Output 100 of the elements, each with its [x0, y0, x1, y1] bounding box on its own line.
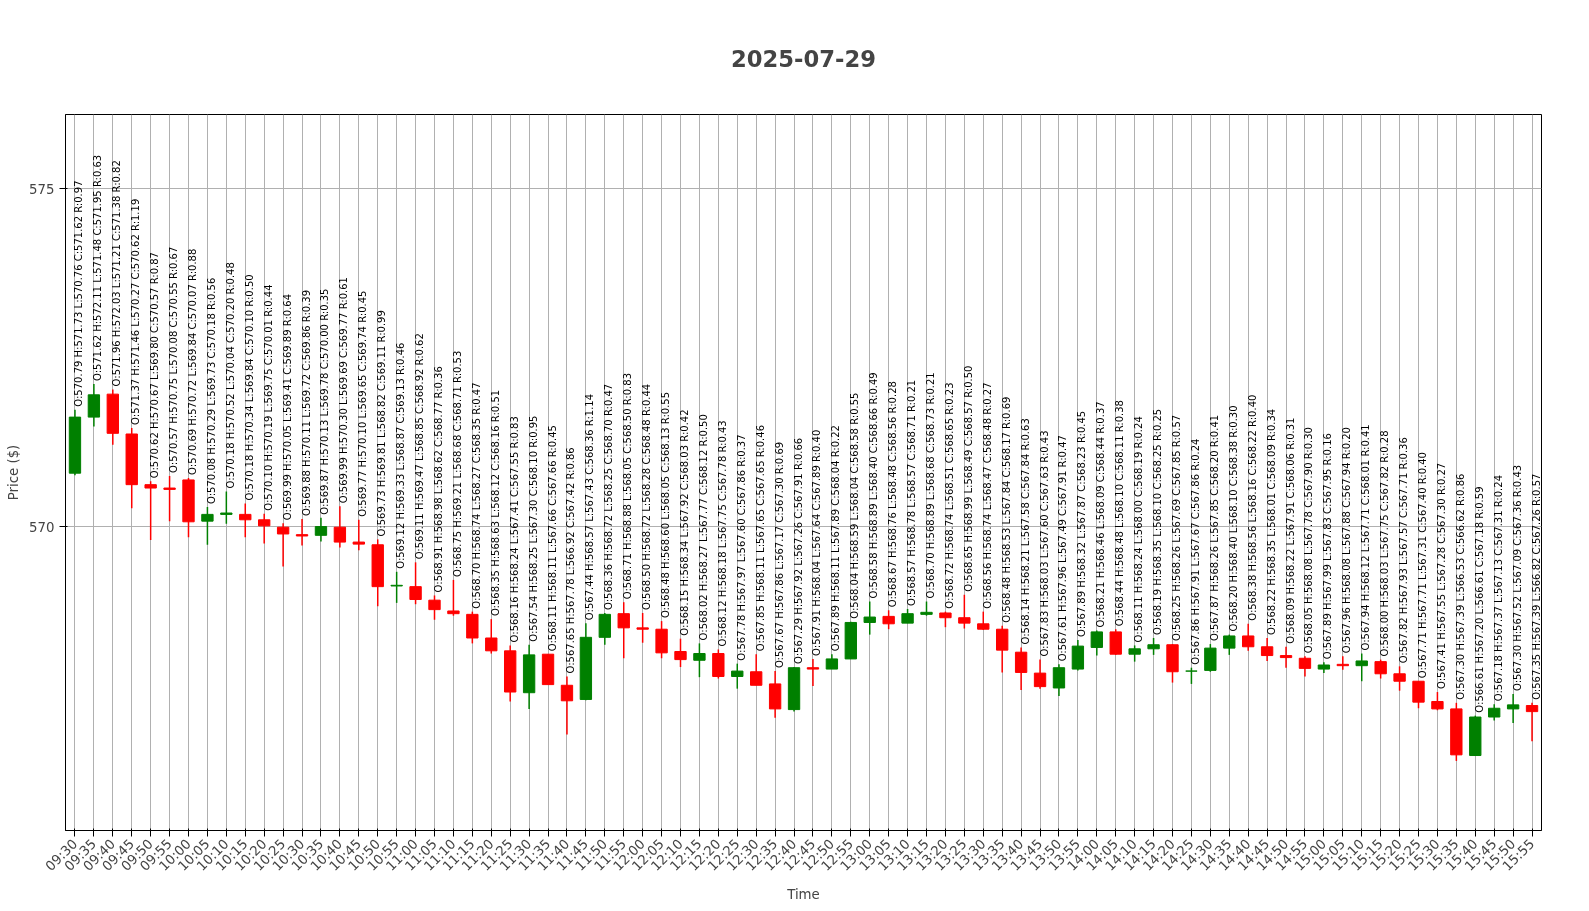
candlestick — [1052, 663, 1066, 697]
candlestick — [276, 522, 290, 568]
text: O:568.12 H:568.18 L:567.75 C:567.78 R:0.43 — [716, 420, 728, 647]
text: O:570.18 H:570.52 L:570.04 C:570.20 R:0.48 — [224, 262, 236, 489]
candlestick — [1242, 623, 1255, 652]
text: O:568.57 H:568.78 L:568.57 C:568.71 R:0.21 — [906, 379, 918, 606]
candlestick — [295, 518, 309, 547]
text: O:569.11 H:569.47 L:568.85 C:568.92 R:0.62 — [414, 333, 426, 560]
text: O:568.00 H:568.03 L:567.75 C:567.82 R:0.28 — [1379, 430, 1391, 657]
text: O:570.69 H:570.72 L:569.84 C:570.07 R:0.88 — [187, 248, 198, 475]
candlestick — [655, 620, 668, 659]
text: O:568.21 H:568.46 L:568.09 C:568.44 R:0.37 — [1095, 401, 1107, 628]
candlestick — [1109, 628, 1122, 656]
text: O:568.22 H:568.35 L:568.01 C:568.09 R:0.34 — [1265, 408, 1277, 635]
candlestick — [977, 610, 990, 631]
x-axis-title: Time — [786, 887, 820, 903]
text: O:568.19 H:568.35 L:568.10 C:568.25 R:0.25 — [1152, 408, 1164, 635]
text: O:571.37 H:571.46 L:570.27 C:570.62 R:1.19 — [130, 198, 142, 425]
text: O:568.35 H:568.63 L:568.12 C:568.16 R:0.51 — [489, 389, 501, 617]
candlestick — [598, 612, 611, 646]
text: O:568.48 H:568.60 L:568.05 C:568.13 R:0.55 — [660, 391, 672, 619]
text: O:570.79 H:571.73 L:570.76 C:571.62 R:0.97 — [73, 180, 85, 407]
text: O:567.86 H:567.91 L:567.67 C:567.86 R:0.24 — [1189, 438, 1201, 665]
text: O:567.44 H:568.57 L:567.43 C:568.36 R:1.14 — [584, 393, 596, 621]
text: O:568.20 H:568.40 L:568.10 C:568.38 R:0.30 — [1227, 405, 1239, 632]
candlestick — [1260, 637, 1274, 662]
text: O:568.58 H:568.89 L:568.40 C:568.66 R:0.49 — [868, 372, 880, 599]
text: O:567.67 H:567.86 L:567.17 C:567.30 R:0.69 — [773, 441, 785, 669]
text: O:570.62 H:570.67 L:569.80 C:570.57 R:0.87 — [149, 252, 161, 479]
y-tick-label: 570 — [29, 519, 55, 535]
y-tick-label: 575 — [29, 181, 55, 197]
text: O:568.38 H:568.56 L:568.16 C:568.22 R:0.40 — [1246, 394, 1258, 621]
candlestick — [163, 475, 176, 522]
candlestick — [87, 383, 101, 428]
text: O:567.71 H:567.71 L:567.31 C:567.40 R:0.40 — [1417, 452, 1428, 679]
text: O:568.70 H:568.74 L:568.27 C:568.35 R:0.47 — [470, 382, 482, 609]
text: O:568.67 H:568.76 L:568.48 C:568.56 R:0.28 — [887, 381, 899, 608]
text: O:568.02 H:568.27 L:567.77 C:568.12 R:0.50 — [697, 414, 709, 641]
candlestick — [1014, 646, 1028, 691]
candlestick — [466, 610, 479, 645]
candlestick — [882, 609, 895, 630]
text: O:568.15 H:568.34 L:567.92 C:568.03 R:0.42 — [679, 409, 690, 636]
text: O:567.18 H:567.37 L:567.13 C:567.31 R:0.24 — [1492, 474, 1504, 702]
candlestick — [1355, 652, 1368, 682]
text: O:567.83 H:568.03 L:567.60 C:567.63 R:0.43 — [1038, 430, 1050, 657]
text: O:569.73 H:569.81 L:568.82 C:569.11 R:0.99 — [376, 310, 388, 537]
text: O:569.99 H:570.30 L:569.69 C:569.77 R:0.61 — [338, 277, 350, 504]
text: O:567.85 H:568.11 L:567.65 C:567.65 R:0.46 — [754, 425, 766, 652]
text: O:568.75 H:569.21 L:568.68 C:568.71 R:0.53 — [451, 350, 463, 577]
text: O:570.57 H:570.75 L:570.08 C:570.55 R:0.67 — [168, 246, 180, 473]
text: O:567.91 H:568.04 L:567.64 C:567.89 R:0.40 — [811, 429, 823, 656]
text: O:571.62 H:572.11 L:571.48 C:571.95 R:0.63 — [92, 154, 104, 382]
text: O:568.11 H:568.24 L:568.00 C:568.19 R:0.24 — [1133, 416, 1145, 643]
candlestick — [1279, 646, 1293, 669]
text: O:567.89 H:567.99 L:567.83 C:567.95 R:0.16 — [1322, 433, 1334, 660]
text: O:568.16 H:568.24 L:567.41 C:567.55 R:0.83 — [508, 416, 520, 643]
text: O:568.72 H:568.74 L:568.51 C:568.65 R:0.23 — [943, 382, 955, 609]
text: O:568.70 H:568.89 L:568.68 C:568.73 R:0.21 — [925, 372, 936, 599]
candlestick — [863, 600, 876, 636]
text: O:567.41 H:567.55 L:567.28 C:567.30 R:0.27 — [1435, 462, 1447, 690]
candlestick — [390, 571, 403, 604]
text: O:568.36 H:568.72 L:568.25 C:568.70 R:0.47 — [603, 383, 615, 610]
text: O:567.89 H:568.11 L:567.89 C:568.04 R:0.22 — [830, 425, 842, 652]
candlestick — [1204, 643, 1217, 673]
text: O:567.54 H:568.25 L:567.30 C:568.10 R:0.95 — [527, 415, 539, 642]
text: O:567.61 H:567.96 L:567.49 C:567.91 R:0.47 — [1057, 435, 1069, 662]
text: O:569.77 H:570.10 L:569.65 C:569.74 R:0.45 — [357, 290, 369, 517]
candlestick — [617, 601, 630, 659]
text: O:569.99 H:570.05 L:569.41 C:569.89 R:0.64 — [281, 293, 293, 521]
candlestick — [1033, 658, 1047, 690]
text: O:567.35 H:567.39 L:566.82 C:567.26 R:0.57 — [1530, 473, 1542, 700]
candlestick — [314, 517, 328, 543]
candlestick — [144, 480, 157, 541]
candlestick — [1374, 658, 1387, 680]
candlestick — [996, 625, 1009, 674]
candlestick — [712, 648, 725, 680]
text: O:567.89 H:568.32 L:567.87 C:568.23 R:0.45 — [1076, 410, 1088, 638]
candlestick — [731, 662, 744, 690]
candlestick — [1393, 665, 1406, 692]
text: O:569.12 H:569.33 L:568.87 C:569.13 R:0.46 — [395, 342, 407, 569]
candlestick — [333, 505, 347, 549]
text: O:568.50 H:568.72 L:568.28 C:568.48 R:0.44 — [641, 383, 653, 610]
candlestick — [958, 594, 971, 630]
text: O:568.71 H:568.88 L:568.05 C:568.50 R:0.83 — [622, 372, 634, 600]
text: O:570.08 H:570.29 L:569.73 C:570.18 R:0.56 — [205, 277, 217, 504]
text: O:568.25 H:568.26 L:567.69 C:567.85 R:0.57 — [1171, 414, 1182, 642]
text: O:568.44 H:568.48 L:568.10 C:568.11 R:0.38 — [1114, 400, 1126, 627]
candlestick — [1090, 629, 1103, 657]
candlestick — [1525, 702, 1539, 743]
text: O:567.94 H:568.12 L:567.71 C:568.01 R:0.41 — [1360, 424, 1372, 651]
candlestick — [636, 612, 649, 644]
text: O:567.65 H:567.78 L:566.92 C:567.42 R:0.86 — [565, 447, 577, 674]
text: O:568.56 H:568.74 L:568.47 C:568.48 R:0.27 — [981, 382, 993, 609]
text: O:568.48 H:568.53 L:567.84 C:568.17 R:0.69 — [1000, 396, 1012, 623]
text: O:570.18 H:570.34 L:569.84 C:570.10 R:0.50 — [243, 274, 255, 501]
text: O:568.04 H:568.59 L:568.04 C:568.58 R:0.55 — [849, 392, 861, 619]
text: O:567.30 H:567.52 L:567.09 C:567.36 R:0.43 — [1511, 464, 1523, 692]
candlestick — [560, 675, 574, 736]
candlestick — [447, 579, 460, 617]
candlestick — [428, 594, 441, 621]
